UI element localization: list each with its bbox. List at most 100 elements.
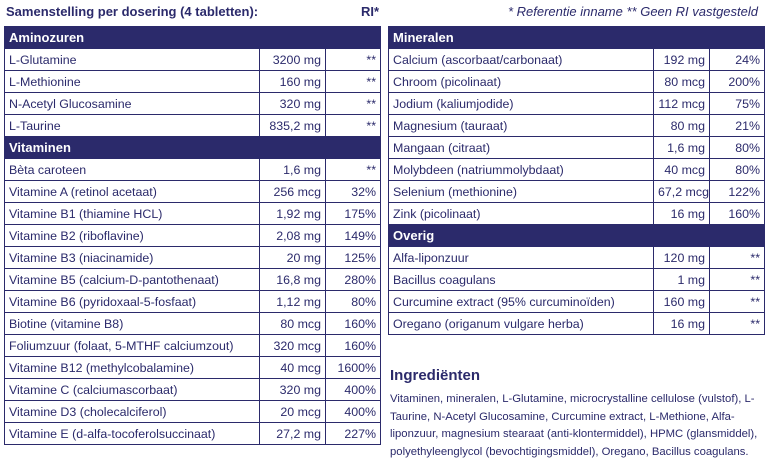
nutrient-amount: 27,2 mg: [259, 422, 326, 445]
nutrient-ri: 160%: [324, 312, 382, 335]
section-header-row: Mineralen: [387, 26, 766, 49]
nutrient-name: Curcumine extract (95% curcuminoïden): [388, 290, 654, 313]
table-row: Oregano (origanum vulgare herba) 16 mg **: [388, 312, 766, 335]
section-title: Vitaminen: [3, 136, 382, 159]
nutrient-amount: 67,2 mcg: [653, 180, 710, 203]
table-row: Foliumzuur (folaat, 5-MTHF calciumzout) 3…: [4, 334, 382, 357]
nutrient-ri: 175%: [324, 202, 382, 225]
table-row: Vitamine D3 (cholecalciferol) 20 mcg 400%: [4, 400, 382, 423]
nutrient-name: Vitamine B3 (niacinamide): [4, 246, 260, 269]
left-nutrient-table: Aminozuren L-Glutamine 3200 mg ** L-Methioni…: [3, 26, 382, 445]
nutrient-amount: 3200 mg: [259, 48, 326, 71]
nutrient-name: Vitamine A (retinol acetaat): [4, 180, 260, 203]
table-row: Vitamine B2 (riboflavine) 2,08 mg 149%: [4, 224, 382, 247]
nutrient-amount: 835,2 mg: [259, 114, 326, 137]
nutrient-ri: 122%: [708, 180, 766, 203]
nutrient-ri: **: [324, 92, 382, 115]
nutrient-amount: 320 mcg: [259, 334, 326, 357]
nutrient-amount: 16,8 mg: [259, 268, 326, 291]
nutrient-name: Oregano (origanum vulgare herba): [388, 312, 654, 335]
table-row: Jodium (kaliumjodide) 112 mcg 75%: [388, 92, 766, 115]
table-row: N-Acetyl Glucosamine 320 mg **: [4, 92, 382, 115]
nutrient-ri: **: [324, 48, 382, 71]
table-row: Vitamine C (calciumascorbaat) 320 mg 400%: [4, 378, 382, 401]
nutrient-ri: **: [708, 268, 766, 291]
nutrient-ri: **: [708, 290, 766, 313]
nutrient-amount: 80 mcg: [653, 70, 710, 93]
nutrient-ri: **: [324, 70, 382, 93]
nutrient-name: Alfa-liponzuur: [388, 246, 654, 269]
nutrient-amount: 16 mg: [653, 312, 710, 335]
table-row: Curcumine extract (95% curcuminoïden) 160…: [388, 290, 766, 313]
nutrient-name: Biotine (vitamine B8): [4, 312, 260, 335]
nutrient-name: Vitamine C (calciumascorbaat): [4, 378, 260, 401]
nutrient-name: Vitamine B1 (thiamine HCL): [4, 202, 260, 225]
nutrient-amount: 160 mg: [259, 70, 326, 93]
table-row: L-Taurine 835,2 mg **: [4, 114, 382, 137]
nutrient-name: Zink (picolinaat): [388, 202, 654, 225]
nutrient-name: L-Methionine: [4, 70, 260, 93]
table-row: Zink (picolinaat) 16 mg 160%: [388, 202, 766, 225]
nutrient-name: L-Glutamine: [4, 48, 260, 71]
nutrient-amount: 2,08 mg: [259, 224, 326, 247]
nutrient-name: Mangaan (citraat): [388, 136, 654, 159]
table-row: Vitamine A (retinol acetaat) 256 mcg 32%: [4, 180, 382, 203]
nutrient-ri: 75%: [708, 92, 766, 115]
nutrient-ri: 80%: [708, 158, 766, 181]
nutrient-name: Selenium (methionine): [388, 180, 654, 203]
nutrient-ri: 125%: [324, 246, 382, 269]
table-row: Alfa-liponzuur 120 mg **: [388, 246, 766, 269]
nutrient-ri: 400%: [324, 378, 382, 401]
nutrient-name: Chroom (picolinaat): [388, 70, 654, 93]
nutrient-amount: 1,6 mg: [259, 158, 326, 181]
table-row: L-Methionine 160 mg **: [4, 70, 382, 93]
section-title: Aminozuren: [3, 26, 382, 49]
table-row: Biotine (vitamine B8) 80 mcg 160%: [4, 312, 382, 335]
nutrient-amount: 40 mcg: [653, 158, 710, 181]
table-row: Bèta caroteen 1,6 mg **: [4, 158, 382, 181]
nutrient-name: Vitamine B2 (riboflavine): [4, 224, 260, 247]
nutrient-name: Calcium (ascorbaat/carbonaat): [388, 48, 654, 71]
table-row: Bacillus coagulans 1 mg **: [388, 268, 766, 291]
section-header-row: Vitaminen: [3, 136, 382, 159]
table-row: Mangaan (citraat) 1,6 mg 80%: [388, 136, 766, 159]
nutrient-amount: 40 mcg: [259, 356, 326, 379]
composition-title: Samenstelling per dosering (4 tabletten)…: [6, 4, 259, 19]
nutrient-amount: 1,92 mg: [259, 202, 326, 225]
nutrient-amount: 120 mg: [653, 246, 710, 269]
section-title: Mineralen: [387, 26, 766, 49]
nutrient-amount: 20 mg: [259, 246, 326, 269]
nutrient-amount: 80 mg: [653, 114, 710, 137]
nutrient-amount: 192 mg: [653, 48, 710, 71]
nutrient-amount: 20 mcg: [259, 400, 326, 423]
nutrient-ri: 21%: [708, 114, 766, 137]
nutrient-name: Vitamine D3 (cholecalciferol): [4, 400, 260, 423]
reference-note: * Referentie inname ** Geen RI vastgeste…: [507, 4, 758, 19]
nutrient-name: Bacillus coagulans: [388, 268, 654, 291]
nutrient-ri: 280%: [324, 268, 382, 291]
nutrient-name: L-Taurine: [4, 114, 260, 137]
nutrient-name: Foliumzuur (folaat, 5-MTHF calciumzout): [4, 334, 260, 357]
nutrient-amount: 320 mg: [259, 92, 326, 115]
nutrient-ri: **: [708, 246, 766, 269]
nutrient-name: Vitamine B6 (pyridoxaal-5-fosfaat): [4, 290, 260, 313]
nutrient-ri: 400%: [324, 400, 382, 423]
table-row: Molybdeen (natriummolybdaat) 40 mcg 80%: [388, 158, 766, 181]
table-row: L-Glutamine 3200 mg **: [4, 48, 382, 71]
table-row: Vitamine B5 (calcium-D-pantothenaat) 16,8…: [4, 268, 382, 291]
nutrient-name: Vitamine B12 (methylcobalamine): [4, 356, 260, 379]
ri-column-heading: RI*: [361, 4, 380, 19]
nutrient-name: Magnesium (tauraat): [388, 114, 654, 137]
nutrient-amount: 80 mcg: [259, 312, 326, 335]
table-row: Vitamine B12 (methylcobalamine) 40 mcg 160…: [4, 356, 382, 379]
nutrient-ri: 160%: [708, 202, 766, 225]
nutrient-name: N-Acetyl Glucosamine: [4, 92, 260, 115]
table-row: Selenium (methionine) 67,2 mcg 122%: [388, 180, 766, 203]
nutrient-name: Vitamine B5 (calcium-D-pantothenaat): [4, 268, 260, 291]
nutrient-ri: 160%: [324, 334, 382, 357]
table-row: Vitamine B1 (thiamine HCL) 1,92 mg 175%: [4, 202, 382, 225]
nutrient-amount: 112 mcg: [653, 92, 710, 115]
nutrient-name: Vitamine E (d-alfa-tocoferolsuccinaat): [4, 422, 260, 445]
nutrient-ri: 80%: [708, 136, 766, 159]
section-header-row: Overig: [387, 224, 766, 247]
